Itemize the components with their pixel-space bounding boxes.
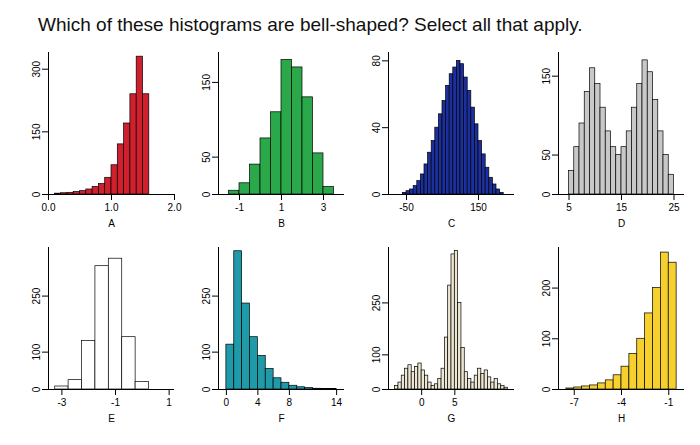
svg-text:0: 0 (371, 386, 382, 392)
svg-text:1: 1 (166, 397, 172, 408)
svg-text:250: 250 (31, 287, 42, 304)
svg-text:0: 0 (224, 397, 230, 408)
svg-text:2.0: 2.0 (168, 202, 182, 213)
svg-text:0: 0 (541, 191, 552, 197)
svg-text:5: 5 (566, 202, 572, 213)
svg-text:15: 15 (616, 202, 628, 213)
svg-text:80: 80 (371, 55, 382, 67)
svg-text:0: 0 (31, 191, 42, 197)
svg-text:100: 100 (541, 330, 552, 347)
svg-text:25: 25 (668, 202, 680, 213)
svg-text:50: 50 (541, 149, 552, 161)
svg-text:0.0: 0.0 (42, 202, 56, 213)
svg-text:150: 150 (31, 123, 42, 140)
svg-text:100: 100 (371, 346, 382, 363)
svg-text:0: 0 (541, 386, 552, 392)
svg-text:1.0: 1.0 (105, 202, 119, 213)
svg-text:0: 0 (201, 386, 212, 392)
svg-text:-1: -1 (235, 202, 244, 213)
svg-text:4: 4 (255, 397, 261, 408)
svg-text:B: B (278, 218, 285, 229)
svg-text:H: H (618, 413, 625, 424)
svg-text:0: 0 (201, 191, 212, 197)
svg-text:150: 150 (201, 74, 212, 91)
svg-text:150: 150 (470, 202, 487, 213)
svg-text:E: E (108, 413, 115, 424)
svg-text:300: 300 (31, 60, 42, 77)
svg-text:250: 250 (371, 294, 382, 311)
svg-text:100: 100 (201, 343, 212, 360)
svg-text:C: C (448, 218, 455, 229)
svg-text:150: 150 (541, 67, 552, 84)
svg-text:A: A (108, 218, 115, 229)
svg-text:0: 0 (31, 386, 42, 392)
svg-text:-7: -7 (570, 397, 579, 408)
svg-text:100: 100 (31, 343, 42, 360)
svg-text:-50: -50 (399, 202, 414, 213)
svg-text:5: 5 (452, 397, 458, 408)
svg-text:1: 1 (279, 202, 285, 213)
svg-text:0: 0 (371, 191, 382, 197)
svg-text:40: 40 (371, 122, 382, 134)
svg-text:50: 50 (201, 151, 212, 163)
svg-text:G: G (448, 413, 456, 424)
svg-text:200: 200 (541, 279, 552, 296)
svg-text:D: D (618, 218, 625, 229)
svg-text:-3: -3 (57, 397, 66, 408)
svg-text:-1: -1 (664, 397, 673, 408)
svg-text:F: F (278, 413, 284, 424)
svg-text:0: 0 (419, 397, 425, 408)
svg-text:8: 8 (287, 397, 293, 408)
svg-text:-4: -4 (617, 397, 626, 408)
svg-text:3: 3 (321, 202, 327, 213)
svg-text:14: 14 (331, 397, 343, 408)
svg-text:-1: -1 (111, 397, 120, 408)
html-text:Which of these histograms are: Which of these histograms are bell-shape… (38, 14, 583, 35)
svg-text:250: 250 (201, 287, 212, 304)
